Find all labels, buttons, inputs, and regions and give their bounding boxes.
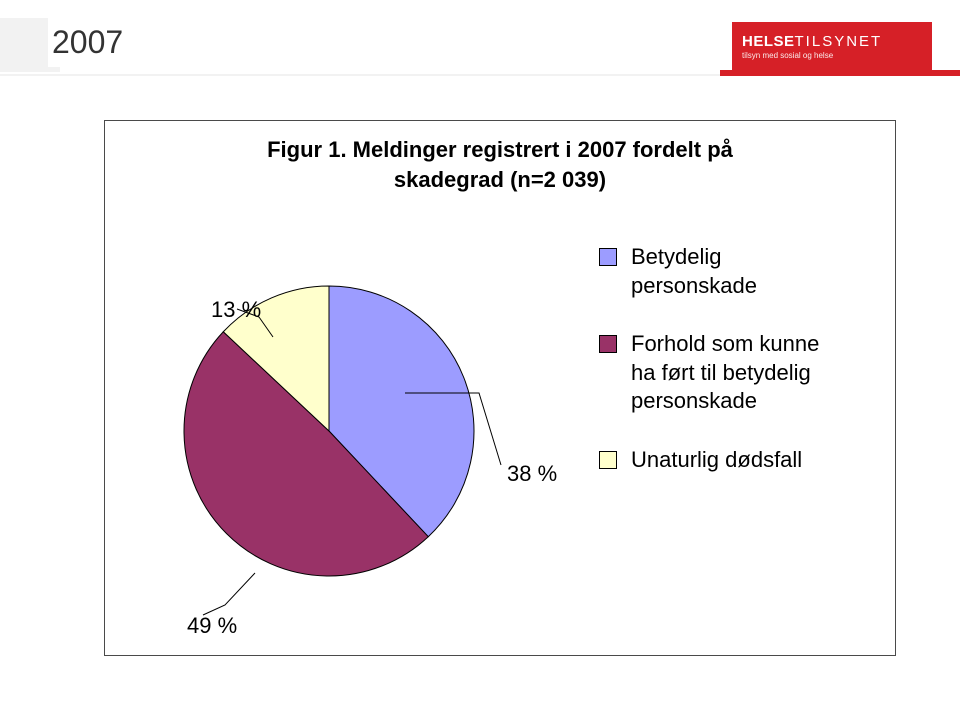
legend-item: Unaturlig dødsfall [599, 446, 849, 475]
legend-label: Betydelig personskade [631, 243, 849, 300]
brand-logo: HELSETILSYNET tilsyn med sosial og helse [732, 22, 932, 70]
brand-logo-main: HELSETILSYNET [742, 33, 882, 50]
legend-swatch [599, 248, 617, 266]
brand-logo-text-a: HELSE [742, 33, 795, 50]
legend-label: Unaturlig dødsfall [631, 446, 802, 475]
legend-item: Betydelig personskade [599, 243, 849, 300]
chart-title: Figur 1. Meldinger registrert i 2007 for… [105, 135, 895, 194]
slice-label: 13 % [211, 297, 261, 323]
header: 2007 HELSETILSYNET tilsyn med sosial og … [0, 0, 960, 100]
pie-chart [179, 281, 479, 581]
chart-title-line1: Figur 1. Meldinger registrert i 2007 for… [267, 137, 733, 162]
legend-swatch [599, 335, 617, 353]
slice-label: 38 % [507, 461, 557, 487]
legend-label: Forhold som kunne ha ført til betydelig … [631, 330, 849, 416]
chart-frame: Figur 1. Meldinger registrert i 2007 for… [104, 120, 896, 656]
slice-label: 49 % [187, 613, 237, 639]
legend: Betydelig personskade Forhold som kunne h… [599, 243, 849, 505]
brand-logo-text-b: TILSYNET [795, 33, 883, 50]
header-divider-accent [720, 70, 960, 76]
brand-logo-sub: tilsyn med sosial og helse [742, 51, 833, 60]
legend-swatch [599, 451, 617, 469]
chart-title-line2: skadegrad (n=2 039) [394, 167, 606, 192]
legend-item: Forhold som kunne ha ført til betydelig … [599, 330, 849, 416]
page-title: 2007 [48, 18, 127, 67]
pie-svg [179, 281, 479, 581]
